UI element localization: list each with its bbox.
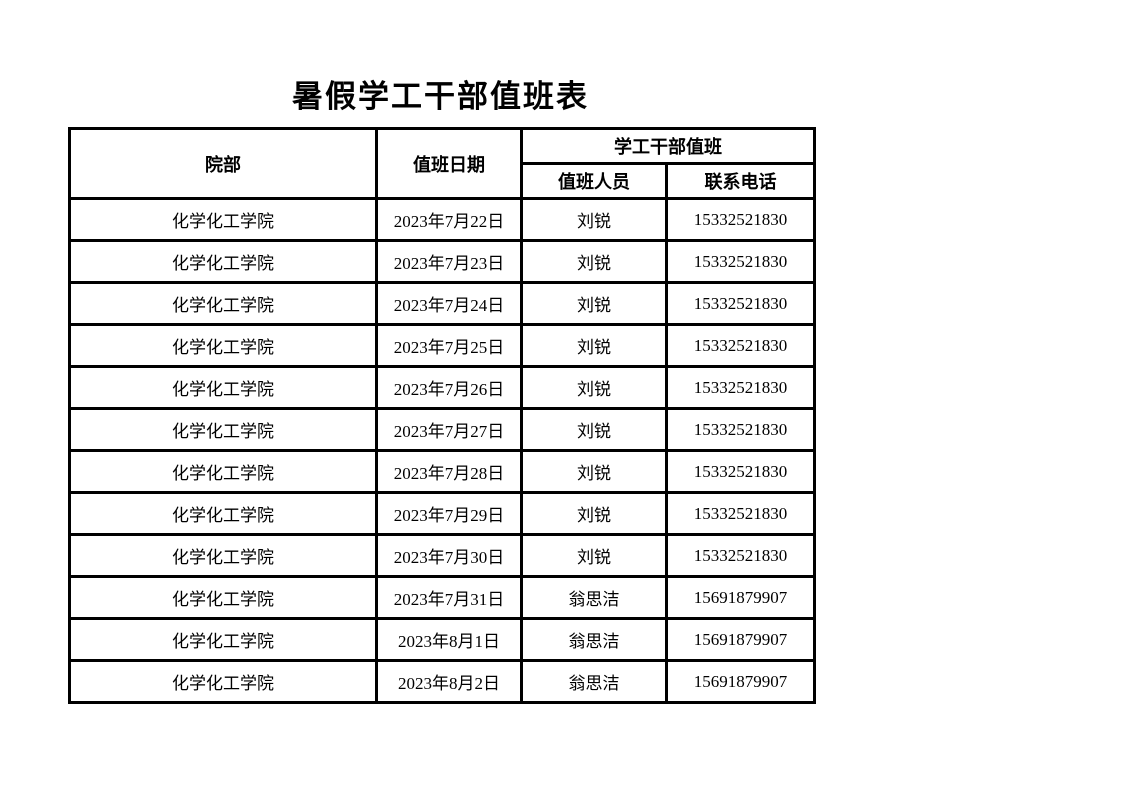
header-duty-group: 学工干部值班: [520, 127, 816, 165]
person-cell: 刘锐: [520, 365, 668, 410]
table-row: 化学化工学院 2023年7月23日 刘锐 15332521830: [68, 239, 816, 284]
table-row: 化学化工学院 2023年7月25日 刘锐 15332521830: [68, 323, 816, 368]
date-cell: 2023年7月28日: [375, 449, 523, 494]
date-cell: 2023年8月2日: [375, 659, 523, 704]
table-row: 化学化工学院 2023年7月27日 刘锐 15332521830: [68, 407, 816, 452]
person-cell: 刘锐: [520, 281, 668, 326]
table-row: 化学化工学院 2023年7月24日 刘锐 15332521830: [68, 281, 816, 326]
person-cell: 刘锐: [520, 239, 668, 284]
person-cell: 翁思洁: [520, 617, 668, 662]
person-cell: 刘锐: [520, 323, 668, 368]
department-cell: 化学化工学院: [68, 533, 378, 578]
page-title: 暑假学工干部值班表: [292, 79, 589, 114]
date-cell: 2023年7月25日: [375, 323, 523, 368]
phone-cell: 15691879907: [665, 659, 816, 704]
phone-cell: 15332521830: [665, 239, 816, 284]
phone-cell: 15691879907: [665, 617, 816, 662]
date-cell: 2023年7月31日: [375, 575, 523, 620]
department-cell: 化学化工学院: [68, 407, 378, 452]
table-row: 化学化工学院 2023年8月1日 翁思洁 15691879907: [68, 617, 816, 662]
phone-cell: 15332521830: [665, 323, 816, 368]
header-phone: 联系电话: [665, 162, 816, 200]
department-cell: 化学化工学院: [68, 281, 378, 326]
phone-cell: 15332521830: [665, 491, 816, 536]
department-cell: 化学化工学院: [68, 449, 378, 494]
phone-cell: 15332521830: [665, 533, 816, 578]
table-row: 化学化工学院 2023年7月29日 刘锐 15332521830: [68, 491, 816, 536]
phone-cell: 15332521830: [665, 449, 816, 494]
person-cell: 刘锐: [520, 449, 668, 494]
date-cell: 2023年7月26日: [375, 365, 523, 410]
table-header: 院部 值班日期 学工干部值班 值班人员 联系电话: [68, 127, 816, 200]
department-cell: 化学化工学院: [68, 197, 378, 242]
table-row: 化学化工学院 2023年7月22日 刘锐 15332521830: [68, 197, 816, 242]
table-row: 化学化工学院 2023年7月31日 翁思洁 15691879907: [68, 575, 816, 620]
department-cell: 化学化工学院: [68, 239, 378, 284]
date-cell: 2023年7月22日: [375, 197, 523, 242]
person-cell: 刘锐: [520, 491, 668, 536]
table-row: 化学化工学院 2023年7月28日 刘锐 15332521830: [68, 449, 816, 494]
department-cell: 化学化工学院: [68, 617, 378, 662]
duty-schedule-table: 院部 值班日期 学工干部值班 值班人员 联系电话 化学化工学院 2023年7月2…: [68, 127, 816, 704]
person-cell: 刘锐: [520, 533, 668, 578]
date-cell: 2023年8月1日: [375, 617, 523, 662]
date-cell: 2023年7月30日: [375, 533, 523, 578]
date-cell: 2023年7月23日: [375, 239, 523, 284]
date-cell: 2023年7月27日: [375, 407, 523, 452]
person-cell: 翁思洁: [520, 659, 668, 704]
person-cell: 刘锐: [520, 407, 668, 452]
phone-cell: 15691879907: [665, 575, 816, 620]
department-cell: 化学化工学院: [68, 659, 378, 704]
phone-cell: 15332521830: [665, 281, 816, 326]
person-cell: 刘锐: [520, 197, 668, 242]
header-row-2: 值班人员 联系电话: [70, 162, 816, 200]
department-cell: 化学化工学院: [68, 491, 378, 536]
department-cell: 化学化工学院: [68, 365, 378, 410]
department-cell: 化学化工学院: [68, 323, 378, 368]
phone-cell: 15332521830: [665, 197, 816, 242]
header-department: 院部: [68, 127, 378, 200]
table-body: 化学化工学院 2023年7月22日 刘锐 15332521830 化学化工学院 …: [68, 197, 816, 704]
table-row: 化学化工学院 2023年7月30日 刘锐 15332521830: [68, 533, 816, 578]
header-person: 值班人员: [520, 162, 668, 200]
department-cell: 化学化工学院: [68, 575, 378, 620]
phone-cell: 15332521830: [665, 365, 816, 410]
date-cell: 2023年7月24日: [375, 281, 523, 326]
table-row: 化学化工学院 2023年8月2日 翁思洁 15691879907: [68, 659, 816, 704]
table-row: 化学化工学院 2023年7月26日 刘锐 15332521830: [68, 365, 816, 410]
header-date: 值班日期: [375, 127, 523, 200]
phone-cell: 15332521830: [665, 407, 816, 452]
date-cell: 2023年7月29日: [375, 491, 523, 536]
header-row-1: 院部 值班日期 学工干部值班: [68, 127, 816, 200]
person-cell: 翁思洁: [520, 575, 668, 620]
